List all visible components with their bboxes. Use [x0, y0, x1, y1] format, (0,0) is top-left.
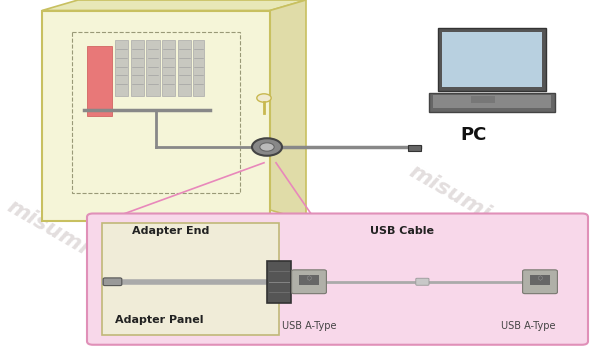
Text: ⬡: ⬡ — [538, 276, 542, 281]
Bar — [178, 40, 191, 96]
Bar — [433, 94, 551, 108]
Bar — [115, 40, 128, 96]
Bar — [429, 93, 555, 112]
Circle shape — [257, 94, 271, 102]
Bar — [146, 40, 160, 96]
Bar — [162, 40, 175, 96]
Bar — [72, 32, 240, 193]
Bar — [131, 40, 144, 96]
Text: misumi: misumi — [4, 196, 92, 259]
Bar — [438, 28, 546, 91]
Bar — [193, 40, 204, 96]
Text: Adapter End: Adapter End — [133, 226, 209, 236]
Bar — [267, 261, 291, 303]
FancyBboxPatch shape — [292, 270, 326, 294]
Text: USB Cable: USB Cable — [370, 226, 434, 236]
Polygon shape — [270, 0, 306, 220]
Bar — [102, 223, 279, 335]
Text: misumi: misumi — [268, 256, 356, 318]
Text: misumi: misumi — [406, 161, 494, 224]
Text: PC: PC — [461, 126, 487, 144]
Text: USB A-Type: USB A-Type — [282, 321, 336, 331]
Bar — [471, 96, 495, 103]
Polygon shape — [42, 0, 306, 10]
Bar — [87, 46, 112, 116]
Text: Adapter Panel: Adapter Panel — [115, 315, 203, 325]
Bar — [408, 145, 421, 150]
Circle shape — [252, 138, 282, 156]
Bar — [42, 10, 270, 220]
FancyBboxPatch shape — [87, 214, 588, 345]
Bar — [442, 32, 542, 88]
FancyBboxPatch shape — [416, 278, 429, 285]
Text: USB A-Type: USB A-Type — [501, 321, 555, 331]
FancyBboxPatch shape — [523, 270, 557, 294]
Bar — [299, 275, 319, 285]
Bar — [530, 275, 550, 285]
Text: ⬡: ⬡ — [307, 276, 311, 281]
Circle shape — [260, 143, 274, 151]
FancyBboxPatch shape — [103, 278, 122, 286]
